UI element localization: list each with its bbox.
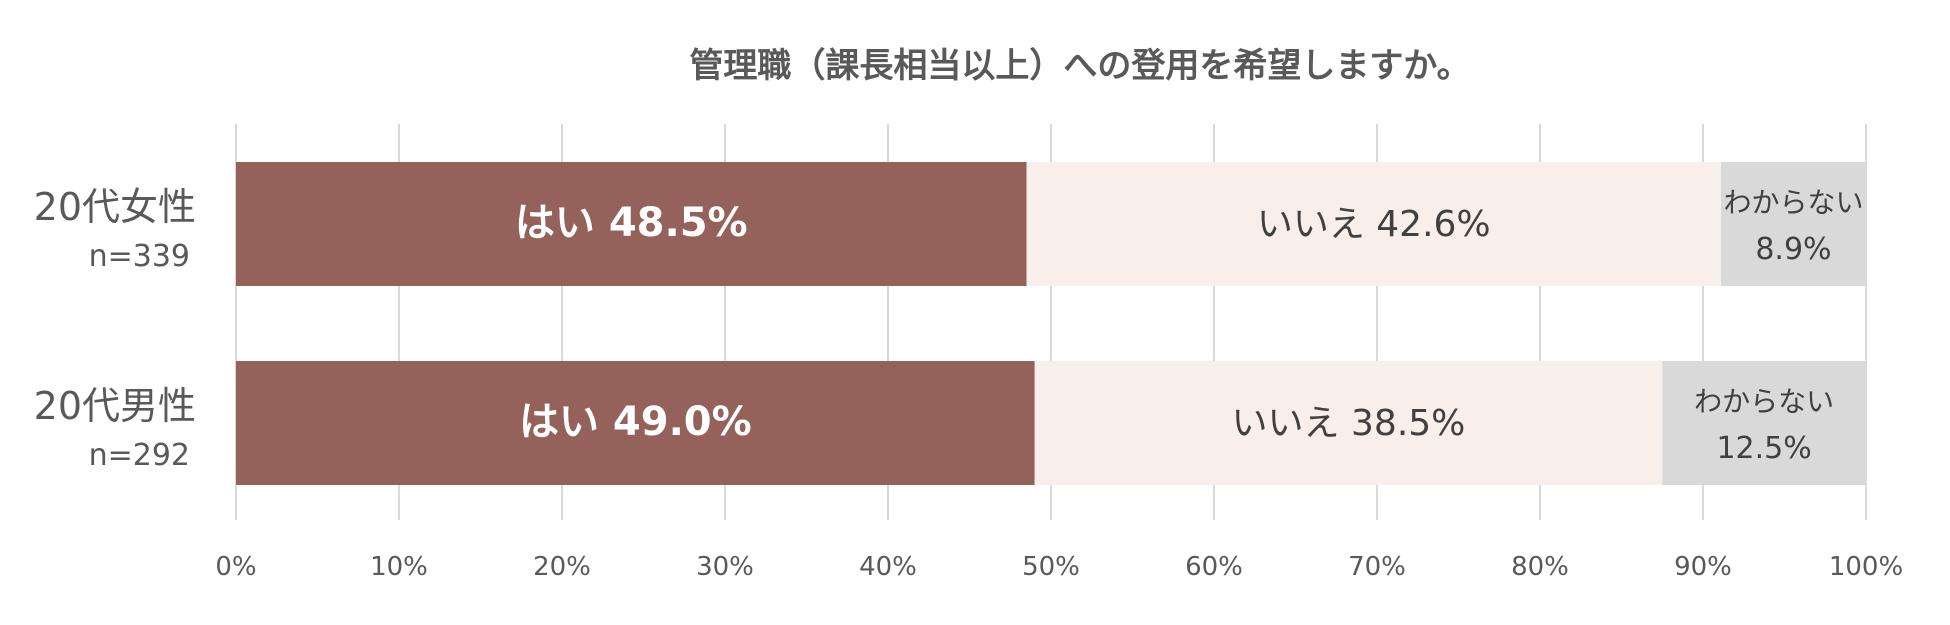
bars: はい 48.5% いいえ 42.6% わからない 8.9% はい 49.0% いいえ 38… — [236, 162, 1866, 485]
category-n-label: n=339 — [89, 239, 190, 274]
x-tick-label: 30% — [696, 552, 754, 582]
bar-segment — [1662, 361, 1866, 485]
segment-value-label: 8.9% — [1755, 232, 1831, 267]
category-label: 20代女性 — [34, 185, 196, 229]
category-labels: 20代女性 n=339 20代男性 n=292 — [34, 185, 196, 473]
x-tick-label: 100% — [1829, 552, 1903, 582]
x-tick-label: 60% — [1185, 552, 1243, 582]
chart-title: 管理職（課長相当以上）への登用を希望しますか。 — [689, 46, 1470, 86]
segment-series-label: いいえ — [1232, 403, 1340, 444]
bar-segment — [1026, 162, 1721, 286]
category-label: 20代男性 — [34, 384, 196, 428]
x-tick-label: 0% — [215, 552, 256, 582]
bar-segment — [236, 162, 1027, 286]
bar-segment — [1034, 361, 1663, 485]
bar-segment — [236, 361, 1035, 485]
segment-series-label: はい — [519, 399, 599, 445]
bar-segment — [1720, 162, 1866, 286]
segment-value-label: 42.6% — [1365, 204, 1491, 245]
segment-label: はい 49.0% — [519, 399, 752, 445]
x-tick-label: 80% — [1511, 552, 1569, 582]
segment-label: いいえ 42.6% — [1257, 204, 1491, 245]
segment-value-label: 49.0% — [599, 399, 752, 445]
x-axis-tick-labels: 0% 10% 20% 30% 40% 50% 60% 70% 80% 90% 100% — [215, 552, 1903, 582]
segment-series-label: わからない — [1723, 186, 1863, 219]
segment-value-label: 12.5% — [1716, 431, 1811, 466]
x-tick-label: 50% — [1022, 552, 1080, 582]
x-tick-label: 10% — [370, 552, 428, 582]
category-n-label: n=292 — [89, 438, 190, 473]
segment-value-label: 38.5% — [1340, 403, 1466, 444]
segment-label: はい 48.5% — [515, 200, 748, 246]
segment-series-label: はい — [515, 200, 595, 246]
x-tick-label: 70% — [1348, 552, 1406, 582]
x-tick-label: 40% — [859, 552, 917, 582]
x-tick-label: 90% — [1674, 552, 1732, 582]
segment-label: いいえ 38.5% — [1232, 403, 1466, 444]
x-tick-label: 20% — [533, 552, 591, 582]
segment-series-label: いいえ — [1257, 204, 1365, 245]
segment-series-label: わからない — [1694, 385, 1834, 418]
segment-value-label: 48.5% — [595, 200, 748, 246]
